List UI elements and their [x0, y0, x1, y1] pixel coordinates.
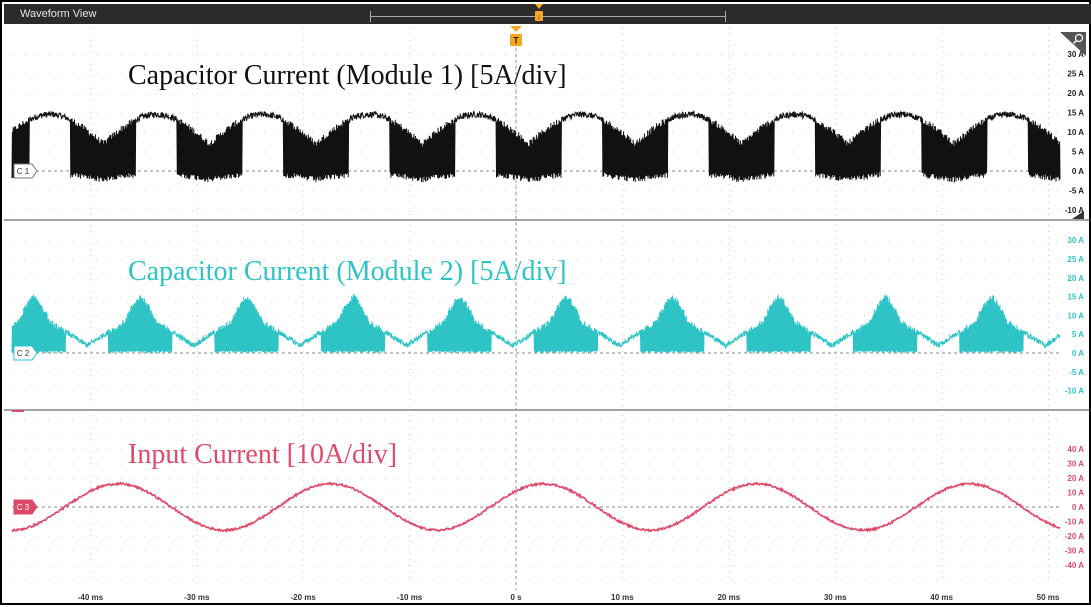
y-tick-label: 10 A [1067, 128, 1084, 137]
y-tick-label: 0 A [1072, 349, 1084, 358]
x-tick-label: 50 ms [1037, 593, 1060, 602]
pane-resize-handle[interactable] [1072, 211, 1084, 219]
y-tick-label: 15 A [1067, 109, 1084, 118]
y-tick-label: 0 A [1072, 167, 1084, 176]
y-tick-label: 20 A [1067, 89, 1084, 98]
y-tick-label: -30 A [1065, 547, 1084, 556]
y-tick-label: 20 A [1067, 474, 1084, 483]
y-tick-label: 30 A [1067, 236, 1084, 245]
y-tick-label: 15 A [1067, 293, 1084, 302]
y-tick-label: -5 A [1069, 187, 1084, 196]
y-tick-label: -20 A [1065, 532, 1084, 541]
x-tick-label: 10 ms [611, 593, 634, 602]
y-tick-label: 0 A [1072, 503, 1084, 512]
channel-3-waveform [11, 481, 1061, 533]
y-tick-label: 30 A [1067, 50, 1084, 59]
channel-2-waveform [11, 294, 1061, 354]
record-overview-bar[interactable] [370, 11, 726, 22]
x-tick-label: 40 ms [930, 593, 953, 602]
channel-3-label: Input Current [10A/div] [128, 439, 398, 470]
y-tick-label: 30 A [1067, 460, 1084, 469]
y-tick-label: 40 A [1067, 445, 1084, 454]
y-tick-label: -10 A [1065, 387, 1084, 396]
y-tick-label: 5 A [1072, 330, 1084, 339]
window-title: Waveform View [20, 8, 97, 20]
x-tick-label: -30 ms [184, 593, 210, 602]
x-tick-label: -10 ms [397, 593, 423, 602]
y-tick-label: 10 A [1067, 311, 1084, 320]
y-tick-label: 10 A [1067, 489, 1084, 498]
svg-text:T: T [513, 36, 519, 46]
svg-text:C 1: C 1 [17, 167, 30, 176]
channel-1-label: Capacitor Current (Module 1) [5A/div] [128, 60, 567, 91]
y-tick-label: 25 A [1067, 70, 1084, 79]
y-tick-label: 25 A [1067, 255, 1084, 264]
channel-1-ground-tag[interactable]: C 1 [13, 163, 38, 179]
overview-position-marker[interactable]: ↓ [534, 4, 544, 24]
graticule [12, 28, 1060, 581]
y-tick-label: -10 A [1065, 206, 1084, 215]
x-tick-label: -20 ms [291, 593, 317, 602]
x-tick-label: 0 s [510, 593, 522, 602]
y-tick-label: -10 A [1065, 518, 1084, 527]
x-tick-label: -40 ms [78, 593, 104, 602]
svg-text:↓: ↓ [537, 14, 541, 21]
y-tick-label: 20 A [1067, 274, 1084, 283]
y-tick-label: -40 A [1065, 561, 1084, 570]
channel-2-label: Capacitor Current (Module 2) [5A/div] [128, 256, 567, 287]
y-tick-label: -5 A [1069, 368, 1084, 377]
trigger-marker[interactable]: T [509, 26, 523, 48]
svg-text:C 3: C 3 [17, 503, 30, 512]
zoom-icon[interactable] [1060, 32, 1086, 56]
title-bar: Waveform View [4, 4, 1091, 24]
channel-3-ground-tag[interactable]: C 3 [13, 499, 38, 515]
svg-text:C 2: C 2 [17, 349, 30, 358]
channel-2-ground-tag[interactable]: C 2 [13, 345, 38, 361]
x-tick-label: 20 ms [717, 593, 740, 602]
x-tick-label: 30 ms [824, 593, 847, 602]
y-tick-label: 5 A [1072, 148, 1084, 157]
channel-1-waveform [11, 109, 1061, 183]
